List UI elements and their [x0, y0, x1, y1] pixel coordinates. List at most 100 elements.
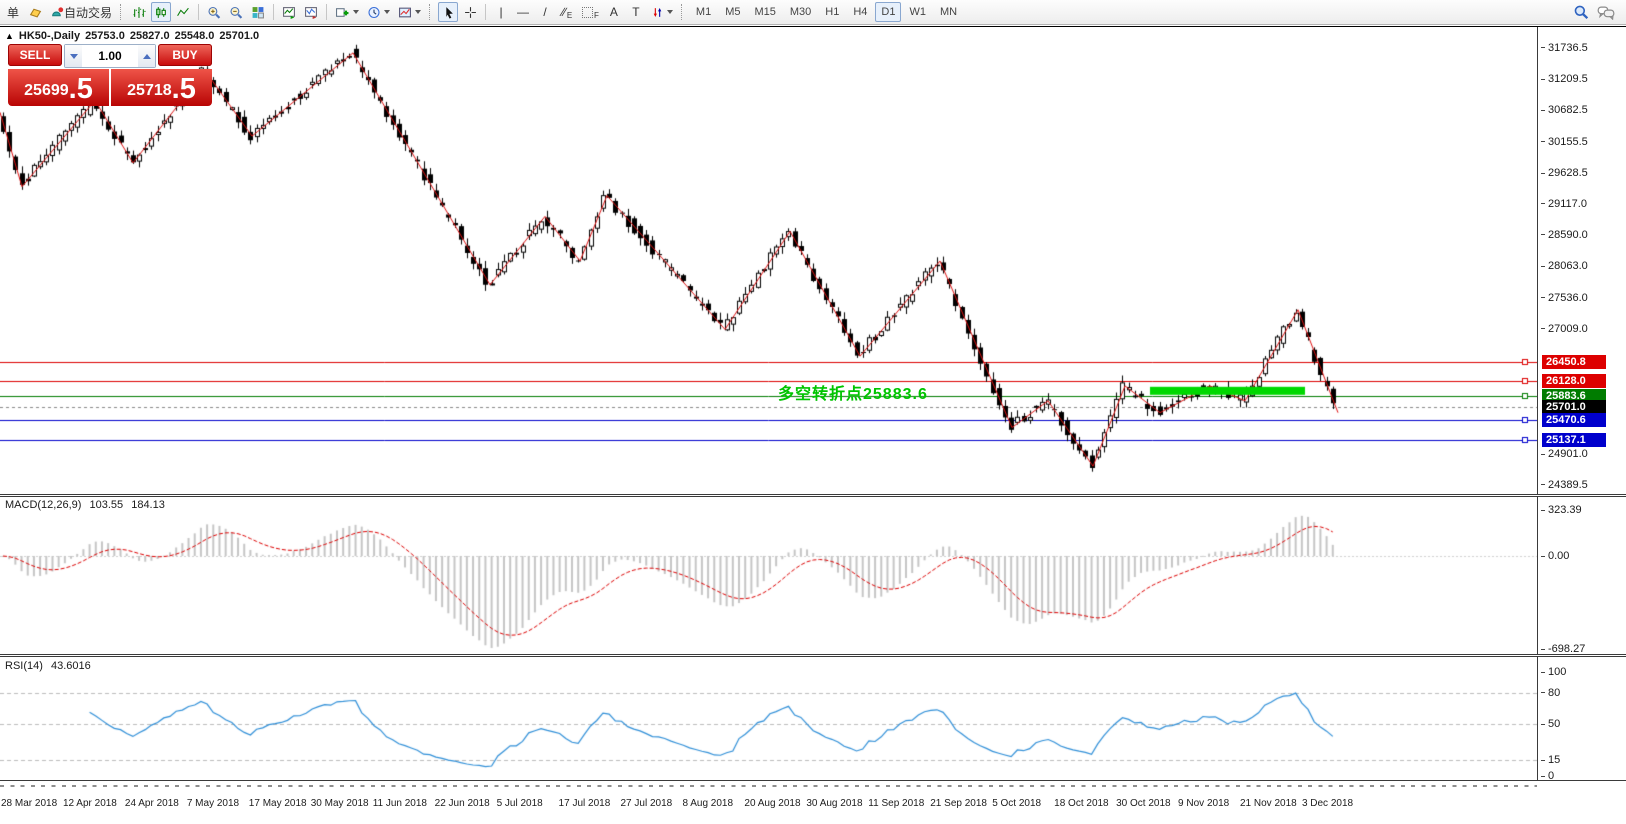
ohlc-low: 25548.0 — [174, 30, 215, 42]
date-axis-label: 24 Apr 2018 — [124, 798, 179, 809]
new-chart-window-button[interactable] — [279, 2, 299, 22]
sell-price-display[interactable]: 25699.5 — [8, 69, 109, 106]
price-level-label: 25701.0 — [1542, 399, 1606, 414]
chart-text-annotation: 多空转折点25883.6 — [778, 386, 928, 403]
buy-price-display[interactable]: 25718.5 — [111, 69, 212, 106]
volume-decrease-button[interactable] — [65, 45, 82, 67]
date-axis-label: 5 Jul 2018 — [496, 798, 543, 809]
indicator-window-button[interactable] — [301, 2, 321, 22]
chart-title: ▲ HK50-,Daily 25753.0 25827.0 25548.0 25701.0 — [5, 30, 264, 42]
rsi-axis-tick: 100 — [1541, 666, 1566, 678]
date-axis-label: 3 Dec 2018 — [1301, 798, 1354, 809]
price-axis-tick: 27536.0 — [1541, 292, 1588, 304]
line-chart-icon — [176, 6, 190, 19]
text-button[interactable]: A — [609, 5, 618, 19]
autotrading-button[interactable]: 自动交易 — [47, 2, 115, 22]
bar-chart-button[interactable] — [129, 2, 149, 22]
timeframe-d1-button[interactable]: D1 — [875, 2, 902, 22]
autotrading-icon — [50, 6, 64, 19]
volume-input[interactable] — [82, 48, 138, 64]
price-level-label: 26450.8 — [1542, 355, 1606, 370]
fibonacci-button[interactable]: F — [579, 2, 602, 22]
price-axis-tick: 29117.0 — [1541, 198, 1587, 210]
date-axis[interactable]: 28 Mar 2018 12 Apr 2018 24 Apr 2018 7 May 2… — [0, 780, 1626, 824]
rsi-axis-tick: 15 — [1541, 754, 1560, 766]
date-axis-label: 20 Aug 2018 — [744, 798, 801, 809]
price-axis-tick: 31209.5 — [1541, 73, 1588, 85]
new-order-icon-button[interactable] — [25, 2, 45, 22]
arrow-up-icon — [142, 53, 151, 59]
toolbar-separator — [198, 4, 200, 20]
toolbar-drag-handle[interactable] — [429, 4, 433, 20]
equidistant-channel-button[interactable]: ∕∕ E — [561, 5, 573, 20]
price-chart-canvas[interactable] — [0, 27, 1537, 495]
zoom-out-button[interactable] — [226, 2, 246, 22]
toolbar: 单 自动交易 | — / ∕∕ E F A T M1 M5 M15 M30 H1 H4 D1 — [0, 0, 1626, 25]
search-icon — [1573, 5, 1589, 20]
horizontal-line-button[interactable]: — — [517, 5, 530, 19]
timeframe-m1-button[interactable]: M1 — [695, 6, 712, 18]
timeframe-m15-button[interactable]: M15 — [754, 6, 776, 18]
buy-button[interactable]: BUY — [158, 44, 212, 66]
templates-button[interactable] — [395, 2, 424, 22]
zoom-in-button[interactable] — [204, 2, 224, 22]
date-axis-label: 18 Oct 2018 — [1054, 798, 1109, 809]
draw-tools-group: | — / ∕∕ E F A T — [490, 2, 647, 22]
dropdown-arrow-icon — [353, 10, 360, 14]
chat-button[interactable] — [1594, 2, 1618, 22]
toolbar-drag-handle[interactable] — [120, 4, 124, 20]
candlestick-chart-button[interactable] — [151, 2, 172, 22]
search-button[interactable] — [1570, 2, 1592, 22]
date-axis-label: 8 Aug 2018 — [682, 798, 734, 809]
date-axis-label: 5 Oct 2018 — [992, 798, 1042, 809]
date-axis-label: 9 Nov 2018 — [1178, 798, 1230, 809]
date-axis-label: 11 Sep 2018 — [868, 798, 925, 809]
ohlc-close: 25701.0 — [219, 30, 260, 42]
arrows-tool-button[interactable] — [648, 2, 676, 22]
panel-separator[interactable] — [0, 654, 1626, 657]
trendline-button[interactable]: / — [543, 5, 547, 19]
toolbar-drag-handle[interactable] — [680, 4, 685, 20]
new-order-button[interactable]: 单 — [6, 5, 19, 20]
ohlc-open: 25753.0 — [85, 30, 125, 42]
line-chart-button[interactable] — [173, 2, 193, 22]
fibonacci-grid-icon — [582, 6, 594, 18]
clock-icon — [367, 6, 381, 19]
panel-separator[interactable] — [0, 494, 1626, 497]
timeframe-w1-button[interactable]: W1 — [909, 6, 926, 18]
timeframe-m5-button[interactable]: M5 — [725, 6, 741, 18]
toolbar-separator — [273, 4, 275, 20]
tile-windows-button[interactable] — [248, 2, 268, 22]
collapse-panel-icon[interactable]: ▲ — [5, 31, 14, 41]
timeframe-m30-button[interactable]: M30 — [789, 6, 812, 18]
timeframe-h1-button[interactable]: H1 — [825, 6, 840, 18]
template-icon — [398, 6, 412, 19]
rsi-axis-tick: 50 — [1541, 718, 1560, 730]
rsi-label: RSI(14) 43.6016 — [5, 660, 91, 672]
volume-increase-button[interactable] — [138, 45, 155, 67]
price-axis-tick: 28063.0 — [1541, 260, 1588, 272]
price-axis-tick: 24389.5 — [1541, 479, 1588, 491]
timeframe-mn-button[interactable]: MN — [939, 6, 958, 18]
price-axis[interactable]: 31736.5 31209.5 30682.5 30155.5 29628.5 29117… — [1537, 26, 1626, 782]
crosshair-icon — [464, 6, 477, 19]
timeframe-group: M1 M5 M15 M30 H1 H4 D1 W1 MN — [689, 2, 964, 22]
crosshair-button[interactable] — [460, 2, 480, 22]
cursor-button[interactable] — [438, 2, 459, 22]
timeframe-h4-button[interactable]: H4 — [853, 6, 868, 18]
label-button[interactable]: T — [632, 5, 640, 19]
price-level-label: 25470.6 — [1542, 413, 1606, 428]
rsi-indicator-canvas[interactable] — [0, 657, 1537, 780]
toolbar-separator — [485, 4, 487, 20]
rsi-axis-tick: 80 — [1541, 687, 1560, 699]
price-axis-tick: 27009.0 — [1541, 323, 1588, 335]
periods-button[interactable] — [364, 2, 393, 22]
arrows-tool-icon — [651, 6, 664, 19]
sell-button[interactable]: SELL — [8, 44, 62, 66]
price-axis-tick: 28590.0 — [1541, 229, 1588, 241]
vertical-line-button[interactable]: | — [499, 5, 503, 19]
add-indicator-button[interactable] — [332, 2, 362, 22]
date-axis-label: 21 Nov 2018 — [1240, 798, 1297, 809]
price-level-label: 26128.0 — [1542, 374, 1606, 389]
macd-indicator-canvas[interactable] — [0, 497, 1537, 655]
